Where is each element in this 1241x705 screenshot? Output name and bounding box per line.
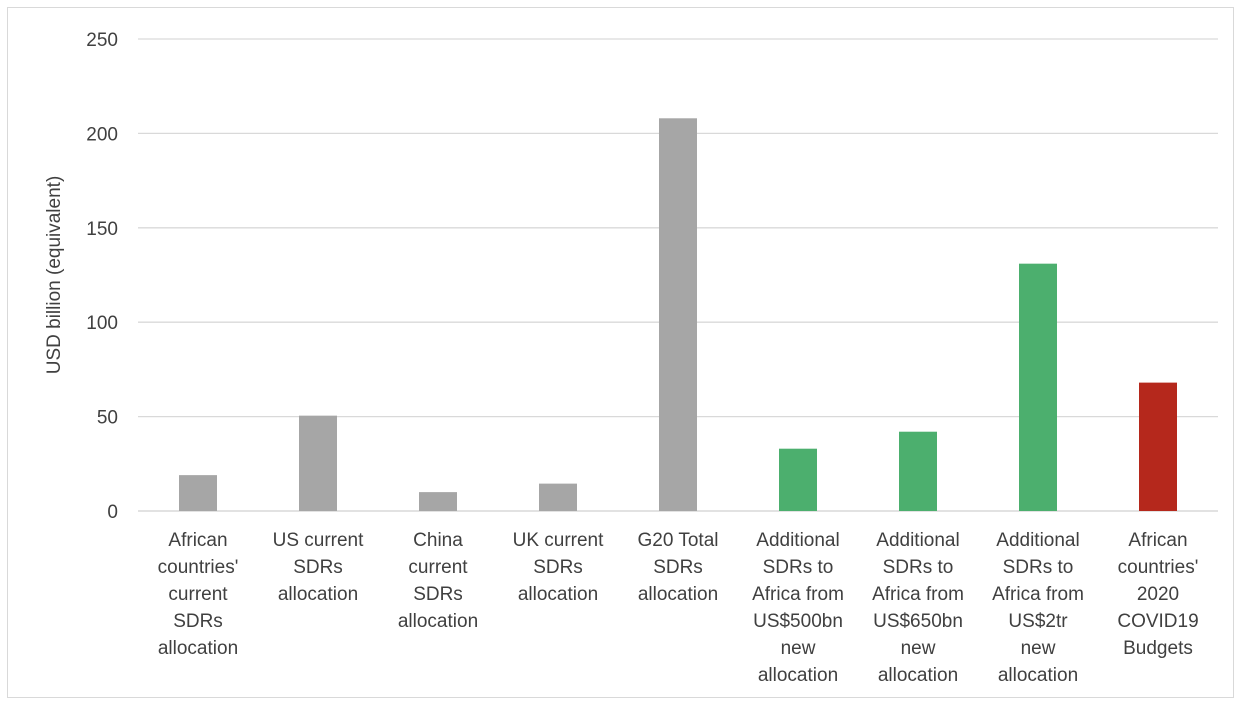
x-category-label-line: current [408, 557, 468, 578]
x-category-label-line: SDRs to [883, 557, 954, 578]
x-category-label: African countries' current SDRs allocation [158, 530, 239, 659]
x-category-label-line: US$500bn [753, 611, 843, 632]
x-category-label: China current SDRs allocation [398, 530, 478, 632]
x-category-label-line: Additional [876, 530, 959, 551]
x-category-label: G20 Total SDRs allocation [638, 530, 719, 605]
bar [659, 118, 697, 512]
bar [419, 492, 457, 511]
x-category-label-line: US$650bn [873, 611, 963, 632]
x-category-label-line: countries' [158, 557, 239, 578]
y-tick-label: 150 [86, 219, 118, 240]
bar [299, 415, 337, 511]
x-category-label-line: allocation [398, 611, 478, 632]
x-category-label-line: US current [273, 530, 365, 551]
y-tick-label: 50 [97, 408, 118, 429]
x-category-label: Additional SDRs to Africa from US$650bn new a… [872, 530, 964, 686]
x-category-label-line: new [781, 638, 816, 659]
x-category-label-line: current [168, 584, 228, 605]
y-tick-label: 200 [86, 124, 118, 145]
x-category-label-line: Africa from [752, 584, 844, 605]
y-axis-ticks: 0 50 100 150 200 250 [86, 30, 118, 523]
x-category-label-line: Africa from [872, 584, 964, 605]
y-axis-title: USD billion (equivalent) [44, 176, 65, 375]
x-category-label-line: SDRs [413, 584, 463, 605]
x-category-label-line: allocation [278, 584, 358, 605]
x-category-label-line: Budgets [1123, 638, 1193, 659]
x-category-label-line: SDRs to [763, 557, 834, 578]
x-category-label-line: African [168, 530, 227, 551]
x-category-label-line: allocation [758, 665, 838, 686]
x-category-label: Additional SDRs to Africa from US$500bn new a… [752, 530, 844, 686]
x-category-label-line: COVID19 [1117, 611, 1198, 632]
x-category-label-line: Africa from [992, 584, 1084, 605]
bar [899, 431, 937, 511]
bar [1019, 263, 1057, 511]
bars [179, 118, 1177, 512]
bar [779, 448, 817, 511]
x-category-label-line: China [413, 530, 463, 551]
x-category-label-line: new [1021, 638, 1056, 659]
x-category-label: African countries' 2020 COVID19 Budgets [1117, 530, 1198, 659]
x-category-label-line: allocation [158, 638, 238, 659]
y-tick-label: 250 [86, 30, 118, 51]
x-category-label-line: Additional [756, 530, 839, 551]
x-category-label-line: allocation [518, 584, 598, 605]
x-category-label-line: African [1128, 530, 1187, 551]
x-category-label-line: UK current [513, 530, 605, 551]
x-category-label-line: countries' [1118, 557, 1199, 578]
x-category-label: Additional SDRs to Africa from US$2tr new all… [992, 530, 1084, 686]
bar [1139, 382, 1177, 511]
bar-chart: 0 50 100 150 200 250 African countries' current… [44, 30, 1218, 686]
x-category-label-line: SDRs [653, 557, 703, 578]
x-category-label: UK current SDRs allocation [513, 530, 605, 605]
y-tick-label: 100 [86, 313, 118, 334]
x-category-label-line: G20 Total [638, 530, 719, 551]
x-category-label-line: SDRs to [1003, 557, 1074, 578]
x-category-label-line: allocation [638, 584, 718, 605]
x-category-label-line: new [901, 638, 936, 659]
x-category-label-line: allocation [878, 665, 958, 686]
x-category-label-line: allocation [998, 665, 1078, 686]
bar [539, 483, 577, 511]
bar [179, 475, 217, 511]
x-category-label: US current SDRs allocation [273, 530, 365, 605]
x-category-label-line: SDRs [293, 557, 343, 578]
x-axis-labels: African countries' current SDRs allocationUS… [158, 530, 1199, 686]
x-category-label-line: SDRs [173, 611, 223, 632]
x-category-label-line: SDRs [533, 557, 583, 578]
chart-frame: 0 50 100 150 200 250 African countries' current… [7, 7, 1234, 698]
x-category-label-line: Additional [996, 530, 1079, 551]
x-category-label-line: 2020 [1137, 584, 1179, 605]
y-tick-label: 0 [107, 502, 118, 523]
x-category-label-line: US$2tr [1008, 611, 1068, 632]
